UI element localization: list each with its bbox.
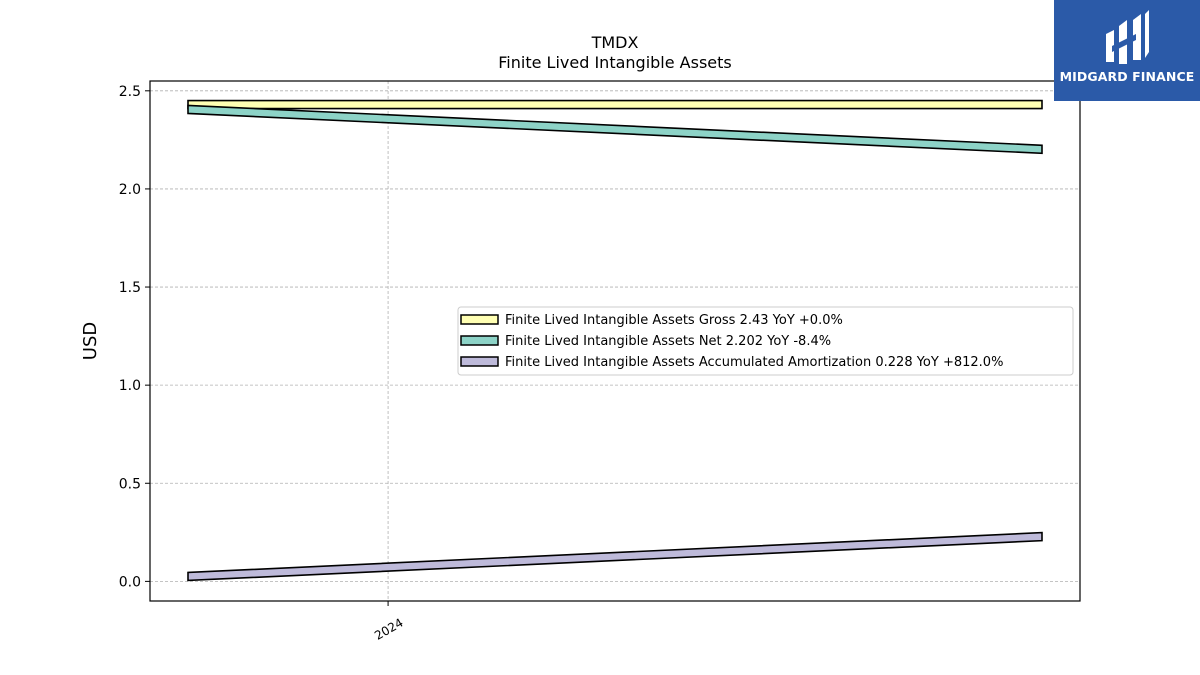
legend-swatch bbox=[460, 335, 499, 346]
legend-swatch bbox=[460, 356, 499, 367]
legend-entry-label: Finite Lived Intangible Assets Accumulat… bbox=[505, 355, 1003, 370]
logo-text: MIDGARD FINANCE bbox=[1059, 69, 1195, 84]
series-line-finite-lived-intangible-assets-accumulated-amortization bbox=[187, 531, 1043, 582]
legend-box bbox=[457, 306, 1074, 376]
x-tick-label: 2024 bbox=[372, 615, 405, 642]
y-tick-label: 1.0 bbox=[119, 378, 141, 394]
y-axis-label: USD bbox=[80, 322, 101, 360]
y-tick-label: 0.0 bbox=[119, 574, 141, 590]
legend-entry-label: Finite Lived Intangible Assets Net 2.202… bbox=[505, 334, 831, 349]
series-layer bbox=[187, 99, 1043, 582]
x-axis: 2024 bbox=[372, 601, 406, 643]
y-tick-label: 2.0 bbox=[119, 182, 141, 198]
y-tick-label: 0.5 bbox=[119, 476, 141, 492]
chart-subtitle: Finite Lived Intangible Assets bbox=[498, 53, 731, 72]
series-line-finite-lived-intangible-assets-net bbox=[187, 104, 1043, 155]
chart-title: TMDX bbox=[591, 33, 639, 52]
plot-frame bbox=[149, 80, 1081, 602]
y-tick-label: 1.5 bbox=[119, 280, 141, 296]
legend: Finite Lived Intangible Assets Gross 2.4… bbox=[457, 306, 1074, 376]
legend-entry-label: Finite Lived Intangible Assets Gross 2.4… bbox=[505, 313, 843, 328]
logo-mark-icon bbox=[1106, 10, 1149, 64]
brand-logo: MIDGARD FINANCE bbox=[1054, 0, 1200, 101]
y-tick-label: 2.5 bbox=[119, 84, 141, 100]
grid bbox=[150, 81, 1080, 601]
legend-swatch bbox=[460, 314, 499, 325]
series-line-finite-lived-intangible-assets-gross bbox=[187, 99, 1043, 110]
y-axis: 0.0 0.5 1.0 1.5 2.0 2.5 bbox=[119, 84, 150, 590]
